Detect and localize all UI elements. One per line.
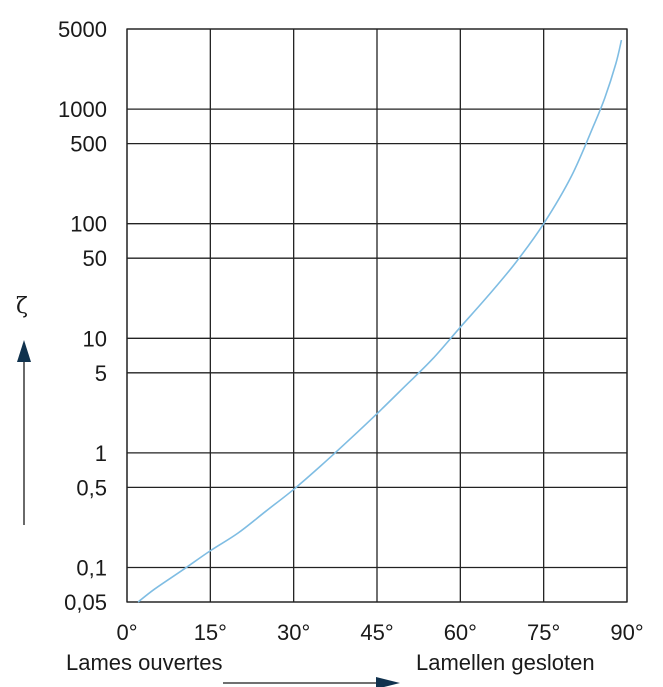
up-arrow-icon bbox=[17, 340, 31, 362]
y-tick-label: 5000 bbox=[58, 17, 107, 42]
y-tick-label: 0,05 bbox=[64, 590, 107, 615]
y-axis-label: ζ bbox=[16, 294, 28, 319]
x-tick-label: 90° bbox=[610, 620, 643, 645]
x-tick-label: 0° bbox=[116, 620, 137, 645]
zeta-curve bbox=[137, 39, 623, 603]
plot-frame bbox=[126, 28, 628, 603]
x-tick-label: 75° bbox=[527, 620, 560, 645]
right-arrow-icon bbox=[376, 677, 400, 687]
grid bbox=[126, 28, 628, 603]
x-tick-label: 45° bbox=[360, 620, 393, 645]
y-tick-label: 10 bbox=[83, 326, 107, 351]
y-tick-label: 100 bbox=[70, 212, 107, 237]
x-caption-right: Lamellen gesloten bbox=[416, 650, 595, 675]
x-tick-labels: 0° 15° 30° 45° 60° 75° 90° bbox=[116, 620, 643, 645]
y-tick-label: 500 bbox=[70, 132, 107, 157]
y-tick-label: 1000 bbox=[58, 97, 107, 122]
y-tick-labels: 0,05 0,1 0,5 1 5 10 50 100 500 1000 5000 bbox=[58, 17, 107, 615]
x-caption-left: Lames ouvertes bbox=[66, 650, 223, 675]
y-tick-label: 0,5 bbox=[76, 475, 107, 500]
x-tick-label: 15° bbox=[194, 620, 227, 645]
y-tick-label: 1 bbox=[95, 441, 107, 466]
y-tick-label: 50 bbox=[83, 246, 107, 271]
x-tick-label: 60° bbox=[444, 620, 477, 645]
y-tick-label: 5 bbox=[95, 361, 107, 386]
y-tick-label: 0,1 bbox=[76, 556, 107, 581]
x-tick-label: 30° bbox=[277, 620, 310, 645]
